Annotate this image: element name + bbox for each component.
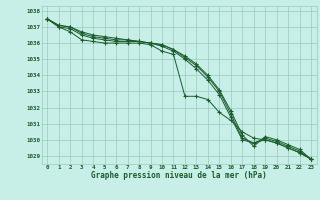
X-axis label: Graphe pression niveau de la mer (hPa): Graphe pression niveau de la mer (hPa) [91, 171, 267, 180]
